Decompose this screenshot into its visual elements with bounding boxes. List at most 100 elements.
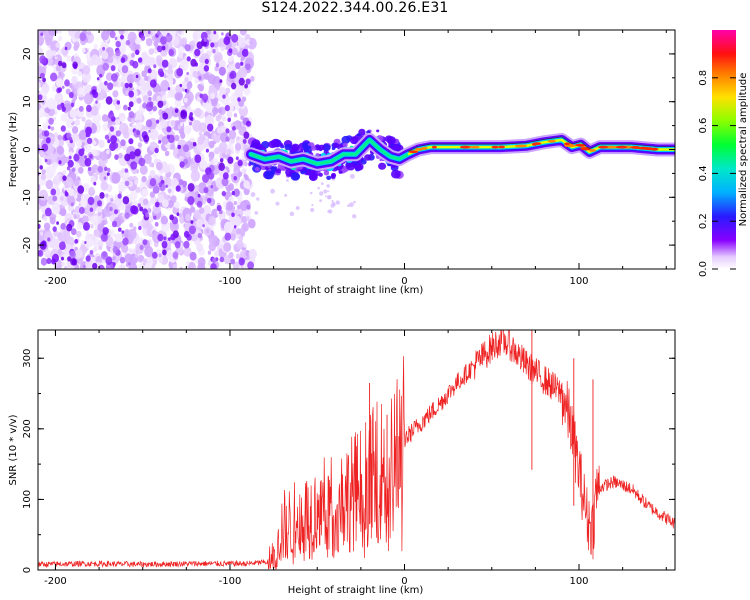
noise-blob [142, 258, 148, 264]
noise-blob [119, 122, 129, 135]
noise-blob [310, 207, 315, 213]
noise-blob [78, 105, 84, 112]
noise-blob [93, 181, 97, 186]
noise-blob [97, 239, 104, 248]
noise-blob [68, 92, 74, 99]
noise-blob [147, 208, 152, 213]
noise-blob [75, 249, 83, 259]
noise-blob [67, 256, 72, 262]
noise-blob [142, 264, 149, 269]
noise-blob [128, 111, 135, 119]
noise-blob [69, 108, 77, 119]
noise-blob [50, 188, 57, 196]
noise-blob [105, 256, 113, 265]
noise-blob [96, 77, 100, 81]
noise-blob [231, 212, 235, 217]
ridge-hotspot [650, 147, 659, 151]
noise-blob [186, 56, 191, 62]
noise-blob [52, 253, 59, 263]
noise-blob [154, 221, 159, 227]
noise-blob [103, 176, 107, 180]
noise-blob [156, 57, 164, 67]
ridge-hotspot [491, 145, 499, 149]
noise-blob [236, 136, 240, 141]
noise-blob [233, 113, 238, 118]
noise-blob [218, 162, 225, 171]
noise-blob [105, 72, 113, 81]
noise-blob [230, 233, 236, 241]
noise-blob [118, 227, 122, 232]
noise-blob [114, 102, 121, 111]
noise-blob [138, 225, 142, 231]
noise-blob [90, 54, 100, 66]
noise-blob [192, 120, 202, 132]
ridge-hotspot [459, 145, 470, 149]
noise-blob [218, 66, 226, 76]
noise-blob [163, 177, 172, 188]
noise-blob [40, 32, 44, 36]
noise-blob [108, 111, 115, 119]
noise-blob [106, 149, 110, 155]
noise-blob [115, 49, 121, 57]
noise-blob [45, 179, 54, 190]
noise-blob [161, 59, 169, 68]
noise-blob [59, 196, 64, 202]
noise-blob [155, 201, 160, 208]
noise-blob [101, 51, 109, 60]
ridge-blob [376, 129, 380, 133]
noise-blob [65, 103, 72, 111]
noise-blob [189, 121, 192, 126]
noise-blob [38, 103, 41, 111]
noise-blob [52, 195, 58, 202]
noise-blob [59, 241, 66, 250]
ridge-hotspot [408, 150, 419, 154]
noise-blob [243, 87, 251, 96]
noise-blob [179, 59, 189, 71]
noise-blob [238, 77, 245, 86]
noise-blob [70, 257, 77, 266]
ridge-blob [290, 172, 301, 181]
noise-blob [79, 129, 88, 140]
colorbar-gradient [712, 30, 736, 269]
ridge-blob [342, 142, 348, 148]
noise-blob [240, 61, 244, 66]
noise-blob [170, 120, 176, 127]
noise-blob [205, 228, 210, 234]
ridge-blob [254, 166, 260, 172]
noise-blob [295, 206, 300, 210]
noise-blob [157, 194, 165, 203]
noise-blob [149, 170, 156, 177]
noise-blob [66, 166, 71, 171]
noise-blob [118, 152, 123, 159]
noise-blob [81, 47, 86, 53]
noise-blob [246, 120, 251, 127]
noise-blob [70, 202, 74, 207]
noise-blob [73, 214, 78, 220]
ridge-blob [323, 170, 330, 176]
noise-blob [226, 148, 232, 155]
noise-blob [148, 129, 151, 133]
noise-blob [327, 195, 332, 200]
ridge-hotspot [470, 145, 480, 149]
noise-blob [218, 86, 227, 97]
noise-blob [45, 49, 54, 59]
noise-blob [202, 204, 212, 216]
noise-blob [40, 173, 47, 181]
y-tick-label: 0 [22, 146, 33, 152]
noise-blob [40, 257, 48, 266]
noise-blob [164, 150, 170, 157]
noise-blob [123, 171, 129, 179]
noise-blob [45, 137, 51, 144]
noise-blob [138, 157, 146, 167]
noise-blob [105, 193, 109, 198]
noise-blob [162, 199, 169, 208]
noise-blob [76, 222, 83, 230]
noise-blob [139, 164, 148, 175]
noise-blob [66, 194, 75, 205]
noise-blob [234, 143, 242, 151]
noise-blob [73, 179, 80, 187]
noise-blob [125, 90, 130, 96]
noise-blob [84, 119, 93, 129]
noise-blob [137, 203, 141, 208]
noise-blob [88, 186, 95, 195]
